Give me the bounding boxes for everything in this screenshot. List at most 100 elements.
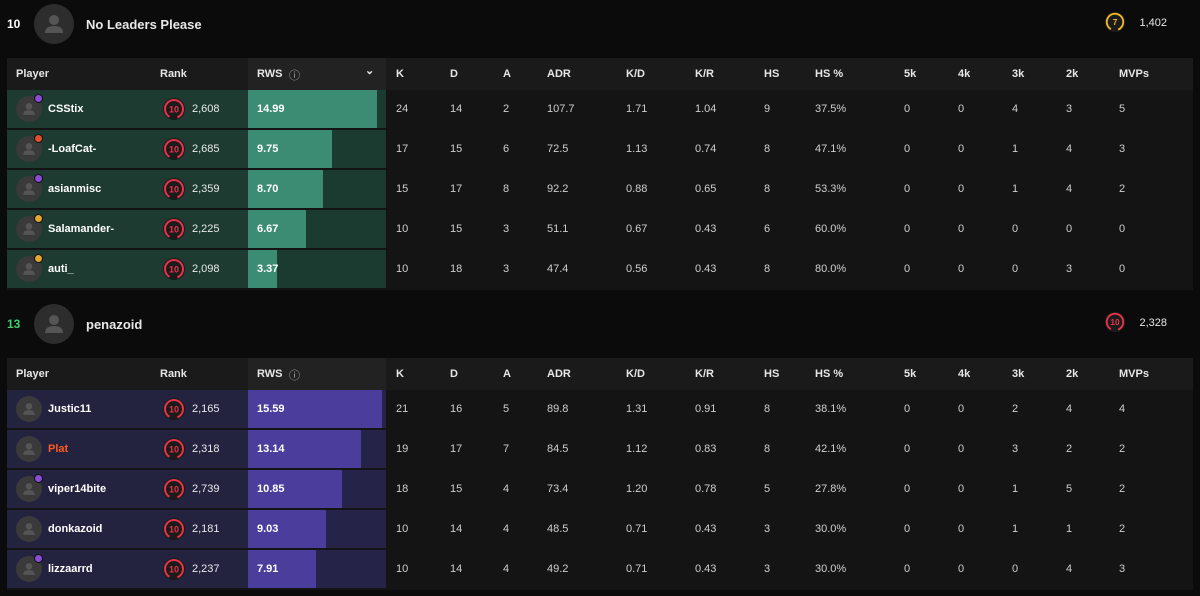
player-avatar[interactable] xyxy=(16,256,42,282)
column-k2[interactable]: 2k xyxy=(1066,68,1079,80)
column-rank[interactable]: Rank xyxy=(160,368,187,380)
stat-k2: 4 xyxy=(1066,563,1073,575)
player-row[interactable]: 9.03 donkazoid 10 2,181 10 14 4 48.5 0.71 0.43 3 30… xyxy=(7,510,1193,550)
column-d[interactable]: D xyxy=(450,68,458,80)
team-avatar[interactable] xyxy=(34,4,74,44)
column-k3[interactable]: 3k xyxy=(1012,68,1025,80)
stat-k2: 4 xyxy=(1066,143,1073,155)
stat-hsp: 42.1% xyxy=(815,443,847,455)
column-k5[interactable]: 5k xyxy=(904,368,917,380)
stat-k2: 3 xyxy=(1066,263,1073,275)
stat-d: 17 xyxy=(450,183,463,195)
player-row[interactable]: 13.14 Plat 10 2,318 19 17 7 84.5 1.12 0.83 8 42.1% 0… xyxy=(7,430,1193,470)
column-k5[interactable]: 5k xyxy=(904,68,917,80)
rws-header-bg xyxy=(248,58,386,90)
sort-chevron-down-icon[interactable]: ⌄ xyxy=(365,65,375,77)
column-hsp[interactable]: HS % xyxy=(815,68,844,80)
team-name[interactable]: penazoid xyxy=(86,317,143,332)
rws-value: 14.99 xyxy=(257,103,285,115)
column-kd[interactable]: K/D xyxy=(626,368,645,380)
player-name[interactable]: -LoafCat- xyxy=(48,143,97,155)
player-row[interactable]: 8.70 asianmisc 10 2,359 15 17 8 92.2 0.88 0.65 8 53… xyxy=(7,170,1193,210)
column-a[interactable]: A xyxy=(503,68,511,80)
column-rws[interactable]: RWS xyxy=(257,368,283,380)
column-a[interactable]: A xyxy=(503,368,511,380)
stat-k3: 0 xyxy=(1012,223,1019,235)
stat-k2: 0 xyxy=(1066,223,1073,235)
stat-hs: 3 xyxy=(764,523,771,535)
player-row[interactable]: 14.99 CSStix 10 2,608 24 14 2 107.7 1.71 1.04 9 37.… xyxy=(7,90,1193,130)
rws-cell: 6.67 xyxy=(248,210,386,248)
column-k2[interactable]: 2k xyxy=(1066,368,1079,380)
column-k3[interactable]: 3k xyxy=(1012,368,1025,380)
stat-kd: 1.13 xyxy=(626,143,648,155)
column-kr[interactable]: K/R xyxy=(695,368,714,380)
stat-kd: 1.20 xyxy=(626,483,648,495)
column-k4[interactable]: 4k xyxy=(958,368,971,380)
player-name[interactable]: asianmisc xyxy=(48,183,102,195)
stat-a: 2 xyxy=(503,103,510,115)
subscription-badge-icon xyxy=(34,174,43,183)
svg-text:10: 10 xyxy=(169,225,179,235)
column-adr[interactable]: ADR xyxy=(547,68,571,80)
column-kr[interactable]: K/R xyxy=(695,68,714,80)
team-avatar[interactable] xyxy=(34,304,74,344)
player-row[interactable]: 7.91 lizzaarrd 10 2,237 10 14 4 49.2 0.71 0.43 3 30… xyxy=(7,550,1193,590)
stat-kr: 1.04 xyxy=(695,103,717,115)
player-avatar[interactable] xyxy=(16,516,42,542)
player-row[interactable]: 15.59 Justic11 10 2,165 21 16 5 89.8 1.31 0.91 8 38… xyxy=(7,390,1193,430)
stat-kd: 1.71 xyxy=(626,103,648,115)
column-mvps[interactable]: MVPs xyxy=(1119,68,1149,80)
column-hs[interactable]: HS xyxy=(764,68,780,80)
rws-cell: 10.85 xyxy=(248,470,386,508)
player-name[interactable]: Salamander- xyxy=(48,223,115,235)
player-row[interactable]: 3.37 auti_ 10 2,098 10 18 3 47.4 0.56 0.43 8 80.0% 0… xyxy=(7,250,1193,290)
team-header: 10 No Leaders Please 7 1,402 xyxy=(0,0,1200,48)
stat-kd: 0.88 xyxy=(626,183,648,195)
stat-adr: 48.5 xyxy=(547,523,569,535)
player-name[interactable]: Plat xyxy=(48,443,69,455)
column-d[interactable]: D xyxy=(450,368,458,380)
stat-hs: 8 xyxy=(764,143,771,155)
stat-k: 10 xyxy=(396,523,409,535)
stat-k2: 4 xyxy=(1066,183,1073,195)
info-icon[interactable]: ⓘ xyxy=(289,70,300,82)
team-name[interactable]: No Leaders Please xyxy=(86,17,202,32)
player-row[interactable]: 10.85 viper14bite 10 2,739 18 15 4 73.4 1.20 0.78… xyxy=(7,470,1193,510)
player-name[interactable]: CSStix xyxy=(48,103,84,115)
player-row[interactable]: 6.67 Salamander- 10 2,225 10 15 3 51.1 0.67 0.43 6… xyxy=(7,210,1193,250)
stat-d: 15 xyxy=(450,483,463,495)
column-mvps[interactable]: MVPs xyxy=(1119,368,1149,380)
column-adr[interactable]: ADR xyxy=(547,368,571,380)
player-row[interactable]: 9.75 -LoafCat- 10 2,685 17 15 6 72.5 1.13 0.74 8 47… xyxy=(7,130,1193,170)
stat-adr: 72.5 xyxy=(547,143,569,155)
player-name[interactable]: donkazoid xyxy=(48,523,103,535)
column-player[interactable]: Player xyxy=(16,368,50,380)
stat-k: 15 xyxy=(396,183,409,195)
player-name[interactable]: Justic11 xyxy=(48,403,92,415)
column-kd[interactable]: K/D xyxy=(626,68,645,80)
rws-value: 10.85 xyxy=(257,483,285,495)
column-k[interactable]: K xyxy=(396,68,404,80)
stat-k3: 1 xyxy=(1012,183,1019,195)
skill-level-icon: 10 xyxy=(162,437,186,461)
stat-d: 14 xyxy=(450,563,463,575)
column-k[interactable]: K xyxy=(396,368,404,380)
player-name[interactable]: auti_ xyxy=(48,263,74,275)
column-rank[interactable]: Rank xyxy=(160,68,187,80)
stat-k: 24 xyxy=(396,103,409,115)
column-hs[interactable]: HS xyxy=(764,368,780,380)
skill-level-icon: 10 xyxy=(162,517,186,541)
column-hsp[interactable]: HS % xyxy=(815,368,844,380)
column-k4[interactable]: 4k xyxy=(958,68,971,80)
stat-adr: 51.1 xyxy=(547,223,569,235)
player-avatar[interactable] xyxy=(16,396,42,422)
rws-cell: 8.70 xyxy=(248,170,386,208)
column-rws[interactable]: RWS xyxy=(257,68,283,80)
info-icon[interactable]: ⓘ xyxy=(289,370,300,382)
player-name[interactable]: lizzaarrd xyxy=(48,563,93,575)
player-name[interactable]: viper14bite xyxy=(48,483,107,495)
stat-k5: 0 xyxy=(904,223,911,235)
player-avatar[interactable] xyxy=(16,436,42,462)
column-player[interactable]: Player xyxy=(16,68,50,80)
